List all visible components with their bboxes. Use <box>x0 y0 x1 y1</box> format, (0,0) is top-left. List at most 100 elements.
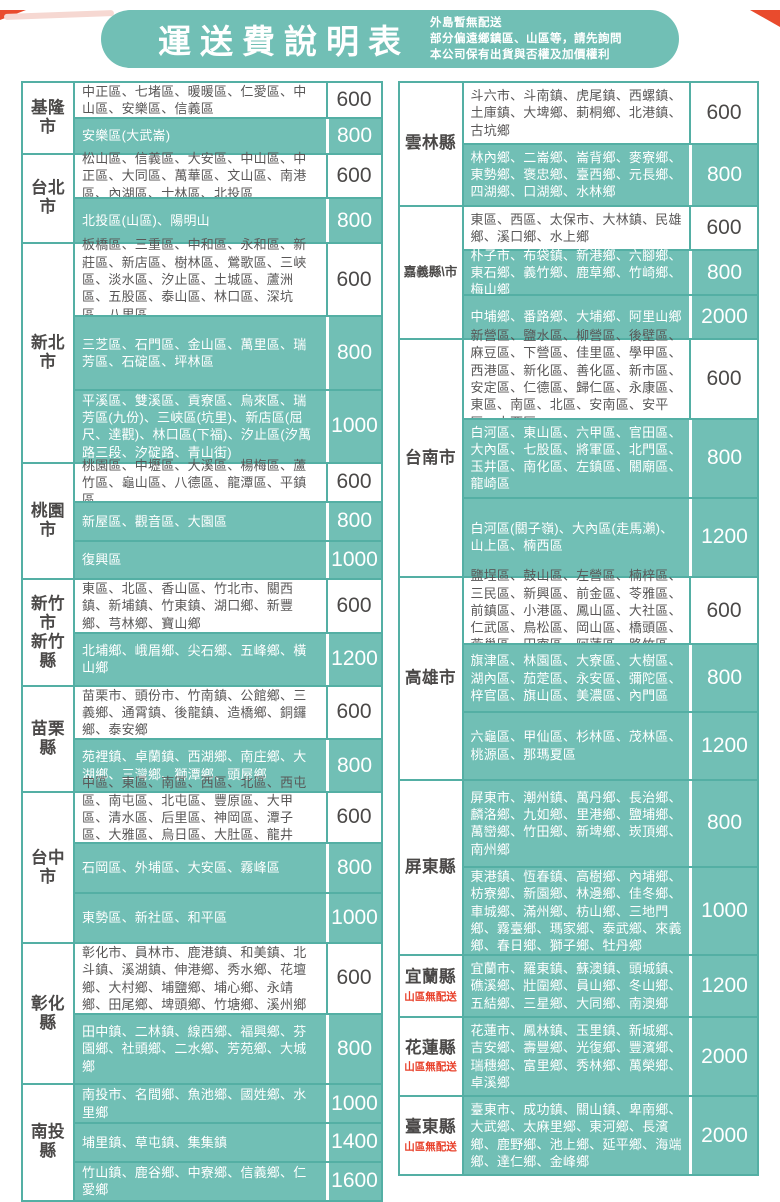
district-list: 旗津區、林園區、大寮區、大樹區、湖內區、茄萣區、永安區、彌陀區、梓官區、旗山區、… <box>470 653 682 703</box>
county-cell: 彰化縣 <box>23 944 75 1084</box>
fee-row: 六龜區、甲仙區、杉林區、茂林區、桃源區、那瑪夏區 1200 <box>463 710 757 779</box>
county-name: 高雄市 <box>405 668 456 687</box>
district-list: 復興區 <box>82 552 122 568</box>
district-list: 東區、北區、香山區、竹北市、關西鎮、新埔鎮、竹東鎮、湖口鄉、新豐鄉、芎林鄉、寶山… <box>82 581 294 631</box>
fee-value: 2000 <box>689 1097 757 1175</box>
district-list: 朴子市、布袋鎮、新港鄉、六腳鄉、東石鄉、義竹鄉、鹿草鄉、竹崎鄉、梅山鄉 <box>470 247 682 298</box>
county-name: 雲林縣 <box>405 134 456 153</box>
fee-value: 1200 <box>689 956 757 1016</box>
fee-row: 新營區、鹽水區、柳營區、後壁區、麻豆區、下營區、佳里區、學甲區、西港區、新化區、… <box>464 328 758 429</box>
fee-value: 600 <box>325 154 381 198</box>
fee-value: 800 <box>325 843 381 892</box>
fee-row: 花蓮市、鳳林鎮、玉里鎮、新城鄉、吉安鄉、壽豐鄉、光復鄉、豐濱鄉、瑞穗鄉、富里鄉、… <box>463 1017 757 1096</box>
fee-value: 800 <box>689 144 757 205</box>
district-list: 安樂區(大武崙) <box>82 128 171 144</box>
fee-row: 竹山鎮、鹿谷鄉、中寮鄉、信義鄉、仁愛鄉 1600 <box>75 1160 381 1200</box>
district-list: 中埔鄉、番路鄉、大埔鄉、阿里山鄉 <box>470 309 682 325</box>
district-list: 臺東市、成功鎮、關山鎮、卑南鄉、大武鄉、太麻里鄉、東河鄉、長濱鄉、鹿野鄉、池上鄉… <box>470 1102 682 1169</box>
district-list: 新營區、鹽水區、柳營區、後壁區、麻豆區、下營區、佳里區、學甲區、西港區、新化區、… <box>470 328 682 429</box>
fee-row: 田中鎮、二林鎮、線西鄉、福興鄉、芬園鄉、社頭鄉、二水鄉、芳苑鄉、大城鄉 800 <box>75 1012 381 1084</box>
county-group: 基隆市 中正區、七堵區、暖暖區、仁愛區、中山區、安樂區、信義區 600 安樂區(大武崙… <box>21 81 383 155</box>
county-cell: 苗栗縣 <box>23 686 75 792</box>
fee-tables: 基隆市 中正區、七堵區、暖暖區、仁愛區、中山區、安樂區、信義區 600 安樂區(大武崙… <box>0 81 780 1202</box>
county-group: 高雄市 鹽埕區、鼓山區、左營區、楠梓區、三民區、新興區、前金區、苓雅區、前鎮區、小… <box>397 568 759 781</box>
fee-row: 埔里鎮、草屯鎮、集集鎮 1400 <box>75 1122 381 1161</box>
fee-value: 1600 <box>325 1162 381 1200</box>
fee-value: 2000 <box>689 295 757 339</box>
district-list: 桃園區、中壢區、大溪區、楊梅區、蘆竹區、龜山區、八德區、龍潭區、平鎮區 <box>82 457 307 508</box>
county-cell: 南投縣 <box>23 1085 75 1200</box>
county-group: 新竹市 新竹縣 東區、北區、香山區、竹北市、關西鎮、新埔鎮、竹東鎮、湖口鄉、新豐鄉… <box>21 578 383 687</box>
fee-row: 東勢區、新社區、和平區 1000 <box>75 891 381 943</box>
fee-row: 中區、東區、南區、西區、北區、西屯區、南屯區、北屯區、豐原區、大甲區、清水區、后… <box>75 775 381 859</box>
fee-rows: 彰化市、員林市、鹿港鎮、和美鎮、北斗鎮、溪湖鎮、伸港鄉、秀水鄉、花壇鄉、大村鄉、… <box>75 944 381 1084</box>
county-name: 新竹市 新竹縣 <box>31 594 65 670</box>
fee-row: 苗栗市、頭份市、竹南鎮、公館鄉、三義鄉、通霄鎮、後龍鎮、造橋鄉、銅鑼鄉、泰安鄉 6… <box>75 686 381 739</box>
fee-rows: 桃園區、中壢區、大溪區、楊梅區、蘆竹區、龜山區、八德區、龍潭區、平鎮區 600 新屋… <box>75 457 381 579</box>
district-list: 板橋區、三重區、中和區、永和區、新莊區、新店區、樹林區、鶯歌區、三峽區、淡水區、… <box>82 237 307 322</box>
county-name: 屏東縣 <box>405 857 456 876</box>
county-name: 臺東縣 <box>405 1117 456 1136</box>
fee-row: 旗津區、林園區、大寮區、大樹區、湖內區、茄萣區、永安區、彌陀區、梓官區、旗山區、… <box>463 643 757 711</box>
county-name: 嘉義縣\市 <box>403 265 458 280</box>
fee-row: 朴子市、布袋鎮、新港鄉、六腳鄉、東石鄉、義竹鄉、鹿草鄉、竹崎鄉、梅山鄉 800 <box>463 247 757 298</box>
header-note-line: 本公司保有出貨與否權及加價權利 <box>430 49 610 62</box>
fee-rows: 中正區、七堵區、暖暖區、仁愛區、中山區、安樂區、信義區 600 安樂區(大武崙) 80… <box>75 83 381 153</box>
county-cell: 台中市 <box>23 793 75 943</box>
fee-rows: 鹽埕區、鼓山區、左營區、楠梓區、三民區、新興區、前金區、苓雅區、前鎮區、小港區、… <box>463 568 758 779</box>
fee-rows: 苗栗市、頭份市、竹南鎮、公館鄉、三義鄉、通霄鎮、後龍鎮、造橋鄉、銅鑼鄉、泰安鄉 6… <box>75 686 381 792</box>
fee-row: 鹽埕區、鼓山區、左營區、楠梓區、三民區、新興區、前金區、苓雅區、前鎮區、小港區、… <box>464 568 758 652</box>
fee-value: 1000 <box>325 1085 381 1123</box>
fee-row: 宜蘭市、羅東鎮、蘇澳鎮、頭城鎮、礁溪鄉、壯圍鄉、員山鄉、冬山鄉、五結鄉、三星鄉、… <box>463 956 757 1016</box>
fee-rows: 東區、北區、香山區、竹北市、關西鎮、新埔鎮、竹東鎮、湖口鄉、新豐鄉、芎林鄉、寶山… <box>75 580 381 685</box>
county-group: 嘉義縣\市 東區、西區、太保市、大林鎮、民雄鄉、溪口鄉、水上鄉 600 朴子市、布袋鎮… <box>397 204 759 341</box>
district-list: 東勢區、新社區、和平區 <box>82 910 228 926</box>
fee-value: 1400 <box>325 1124 381 1161</box>
fee-row: 白河區(關子嶺)、大內區(走馬瀨)、山上區、楠西區 1200 <box>463 496 757 576</box>
district-list: 石岡區、外埔區、大安區、霧峰區 <box>82 860 281 876</box>
fee-value: 600 <box>325 83 381 117</box>
fee-value: 800 <box>689 645 757 711</box>
district-list: 東港鎮、恆春鎮、高樹鄉、內埔鄉、枋寮鄉、新園鄉、林邊鄉、佳冬鄉、車城鄉、滿州鄉、… <box>470 869 682 954</box>
no-mountain-delivery-note: 山區無配送 <box>404 991 457 1003</box>
fee-rows: 屏東市、潮州鎮、萬丹鄉、長治鄉、麟洛鄉、九如鄉、里港鄉、鹽埔鄉、萬巒鄉、竹田鄉、… <box>463 780 757 955</box>
fee-rows: 臺東市、成功鎮、關山鎮、卑南鄉、大武鄉、太麻里鄉、東河鄉、長濱鄉、鹿野鄉、池上鄉… <box>463 1097 757 1175</box>
fee-value: 600 <box>689 340 757 418</box>
county-group: 屏東縣 屏東市、潮州鎮、萬丹鄉、長治鄉、麟洛鄉、九如鄉、里港鄉、鹽埔鄉、萬巒鄉、竹… <box>397 778 759 957</box>
district-list: 白河區(關子嶺)、大內區(走馬瀨)、山上區、楠西區 <box>470 520 674 554</box>
district-list: 中正區、七堵區、暖暖區、仁愛區、中山區、安樂區、信義區 <box>82 83 307 116</box>
district-list: 斗六市、斗南鎮、虎尾鎮、西螺鎮、土庫鎮、大埤鄉、莿桐鄉、北港鎮、古坑鄉 <box>470 88 682 138</box>
fee-value: 600 <box>325 580 381 632</box>
county-name: 台南市 <box>405 448 456 467</box>
fee-value: 800 <box>689 251 757 294</box>
district-list: 彰化市、員林市、鹿港鎮、和美鎮、北斗鎮、溪湖鎮、伸港鄉、秀水鄉、花壇鄉、大村鄉、… <box>82 944 307 1012</box>
fee-rows: 新營區、鹽水區、柳營區、後壁區、麻豆區、下營區、佳里區、學甲區、西港區、新化區、… <box>463 328 758 576</box>
county-cell: 屏東縣 <box>399 780 464 955</box>
fee-row: 苑裡鎮、卓蘭鎮、西湖鄉、南庄鄉、大湖鄉、三灣鄉、獅潭鄉、頭屋鄉 800 <box>75 738 381 792</box>
fee-row: 臺東市、成功鎮、關山鎮、卑南鄉、大武鄉、太麻里鄉、東河鄉、長濱鄉、鹿野鄉、池上鄉… <box>463 1097 757 1175</box>
page-title: 運送費說明表 <box>158 23 410 60</box>
fee-value: 1200 <box>689 498 757 576</box>
fee-value: 1000 <box>325 541 381 579</box>
county-name: 台北市 <box>31 179 65 217</box>
district-list: 東區、西區、太保市、大林鎮、民雄鄉、溪口鄉、水上鄉 <box>470 211 682 244</box>
fee-value: 600 <box>325 464 381 501</box>
district-list: 屏東市、潮州鎮、萬丹鄉、長治鄉、麟洛鄉、九如鄉、里港鄉、鹽埔鄉、萬巒鄉、竹田鄉、… <box>470 789 682 857</box>
header-banner: 運送費說明表 外島暫無配送 部分偏遠鄉鎮區、山區等，請先詢問 本公司保有出貨與否… <box>101 10 679 68</box>
county-group: 台中市中區、東區、南區、西區、北區、西屯區、南屯區、北屯區、豐原區、大甲區、清水… <box>21 775 383 945</box>
fee-rows: 松山區、信義區、大安區、中山區、中正區、大同區、萬華區、文山區、南港區、內湖區、… <box>75 151 381 242</box>
fee-value: 800 <box>325 199 381 242</box>
fee-row: 松山區、信義區、大安區、中山區、中正區、大同區、萬華區、文山區、南港區、內湖區、… <box>75 151 381 201</box>
fee-value: 800 <box>325 118 381 153</box>
district-list: 苗栗市、頭份市、竹南鎮、公館鄉、三義鄉、通霄鎮、後龍鎮、造橋鄉、銅鑼鄉、泰安鄉 <box>82 687 307 738</box>
fee-value: 600 <box>325 793 381 842</box>
county-group: 宜蘭縣 山區無配送 宜蘭市、羅東鎮、蘇澳鎮、頭城鎮、礁溪鄉、壯圍鄉、員山鄉、冬山鄉、… <box>397 954 759 1018</box>
fee-rows: 東區、西區、太保市、大林鎮、民雄鄉、溪口鄉、水上鄉 600 朴子市、布袋鎮、新港鄉、… <box>463 206 757 339</box>
fee-row: 南投市、名間鄉、魚池鄉、國姓鄉、水里鄉 1000 <box>75 1085 381 1123</box>
district-list: 南投市、名間鄉、魚池鄉、國姓鄉、水里鄉 <box>82 1087 307 1120</box>
header-note-line: 部分偏遠鄉鎮區、山區等，請先詢問 <box>430 32 622 45</box>
district-list: 松山區、信義區、大安區、中山區、中正區、大同區、萬華區、文山區、南港區、內湖區、… <box>82 151 307 201</box>
county-group: 彰化縣 彰化市、員林市、鹿港鎮、和美鎮、北斗鎮、溪湖鎮、伸港鄉、秀水鄉、花壇鄉、大… <box>21 942 383 1086</box>
county-group: 花蓮縣 山區無配送 花蓮市、鳳林鎮、玉里鎮、新城鄉、吉安鄉、壽豐鄉、光復鄉、豐濱鄉、… <box>397 1015 759 1098</box>
fee-row: 北埔鄉、峨眉鄉、尖石鄉、五峰鄉、橫山鄉 1200 <box>75 631 381 685</box>
